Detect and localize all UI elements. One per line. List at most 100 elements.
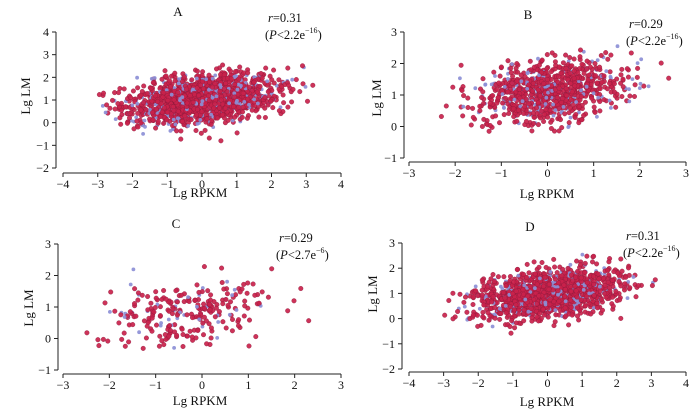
panel-c-point	[153, 289, 159, 295]
panel-d-p-value: <2.2e	[635, 246, 664, 260]
panel-d-point	[486, 279, 492, 285]
panel-b-point	[567, 55, 573, 60]
panel-a-ytick-label: 4	[43, 25, 49, 39]
panel-d-point	[574, 305, 580, 311]
panel-c-point	[220, 319, 226, 325]
panel-d-ylabel: Lg LM	[365, 275, 380, 313]
panel-a-point	[199, 109, 205, 115]
panel-b-point	[531, 64, 537, 70]
panel-a-point	[234, 130, 240, 136]
panel-b-point	[585, 77, 591, 83]
panel-c-point	[256, 300, 262, 306]
panel-c-point	[132, 301, 137, 307]
panel-d-point	[568, 297, 573, 303]
panel-a-point	[236, 104, 242, 110]
panel-d-point	[507, 324, 513, 330]
panel-d-point	[594, 300, 600, 306]
panel-c-point	[152, 305, 158, 311]
panel-b-point	[509, 80, 515, 86]
panel-b-point	[563, 52, 569, 58]
panel-b-point	[522, 104, 528, 110]
panel-c-point	[241, 313, 247, 319]
panel-a-point	[225, 117, 231, 123]
panel-a-point	[138, 92, 144, 98]
panel-b-point	[510, 62, 514, 66]
panel-a-point	[96, 92, 102, 98]
panel-b-point	[556, 85, 562, 91]
panel-d-annotation: r=0.31 (P<2.2e−16)	[623, 229, 680, 260]
panel-b-point	[595, 58, 600, 62]
panel-c: C Lg LM Lg RPKM r=0.29 (P<2.7e−6) −1 0 1 2 3…	[21, 216, 344, 408]
panel-d-point	[498, 306, 502, 311]
panel-d-point	[560, 266, 566, 272]
panel-d-point	[547, 297, 553, 302]
panel-c-point	[234, 308, 239, 312]
panel-a-point	[141, 132, 146, 136]
panel-d-point	[485, 284, 491, 290]
panel-a-point	[245, 96, 251, 102]
panel-c-point	[186, 295, 191, 299]
panel-b-point	[567, 70, 573, 76]
panel-a-point	[265, 89, 271, 95]
panel-d-point	[547, 302, 553, 307]
panel-b-point	[635, 61, 640, 65]
panel-a-point	[155, 118, 161, 124]
panel-c-xtick-label: −1	[149, 378, 162, 392]
panel-b-point	[552, 59, 558, 65]
panel-d-p-label: P	[626, 246, 635, 260]
panel-d-point	[590, 259, 595, 265]
panel-b-point	[627, 93, 633, 99]
panel-b-point	[508, 70, 514, 76]
panel-a-point	[148, 85, 154, 91]
panel-d-point	[536, 264, 542, 270]
panel-b-point	[625, 74, 631, 80]
panel-d-point	[479, 292, 485, 298]
panel-a-point	[228, 68, 234, 74]
panel-b-p-value: <2.2e	[638, 34, 667, 48]
panel-b-point	[627, 99, 632, 104]
panel-a-point	[135, 85, 141, 91]
panel-c-p-exp: −6	[316, 246, 325, 255]
panel-b-point	[543, 102, 548, 106]
panel-b-xtick-label: 1	[591, 166, 597, 180]
panel-b-point	[638, 81, 643, 86]
panel-c-point	[269, 266, 275, 272]
panel-b-point	[511, 106, 517, 112]
panel-b-point	[568, 97, 574, 103]
panel-a-point	[171, 117, 176, 122]
panel-c-title: C	[172, 216, 181, 231]
panel-a-point	[262, 105, 268, 111]
panel-b-point	[574, 100, 578, 104]
panel-b-point	[589, 95, 595, 101]
panel-a-point	[232, 114, 238, 120]
panel-a-point	[246, 84, 252, 90]
panel-d-xtick-label: 0	[545, 376, 551, 390]
panel-b-point	[627, 87, 631, 92]
panel-a-point	[239, 114, 245, 120]
panel-a-p-close: )	[318, 28, 322, 42]
panel-b-point	[558, 100, 564, 105]
panel-a-point	[236, 76, 242, 82]
panel-c-xtick-label: 1	[245, 378, 251, 392]
panel-d-point	[502, 295, 508, 301]
panel-b-point	[483, 82, 488, 87]
panel-a-point	[252, 97, 256, 102]
panel-b-point	[502, 85, 507, 89]
panel-b-xtick-label: −1	[495, 166, 508, 180]
panel-a-point	[172, 70, 178, 76]
panel-d-point	[457, 291, 463, 297]
panel-a-point	[135, 124, 141, 130]
panel-d-point	[521, 318, 527, 324]
panel-c-point	[230, 317, 235, 322]
panel-a-point	[167, 84, 173, 90]
panel-b-point	[480, 76, 486, 82]
panel-a-ytick-label: −2	[36, 161, 49, 175]
panel-b-point	[635, 65, 641, 71]
panel-c-point	[154, 322, 159, 328]
panel-c-point	[108, 289, 114, 295]
panel-d-point	[649, 283, 655, 289]
panel-a-point	[249, 107, 255, 113]
panel-c-point	[141, 318, 147, 324]
panel-b-point	[535, 100, 541, 106]
panel-b-point	[592, 109, 598, 115]
